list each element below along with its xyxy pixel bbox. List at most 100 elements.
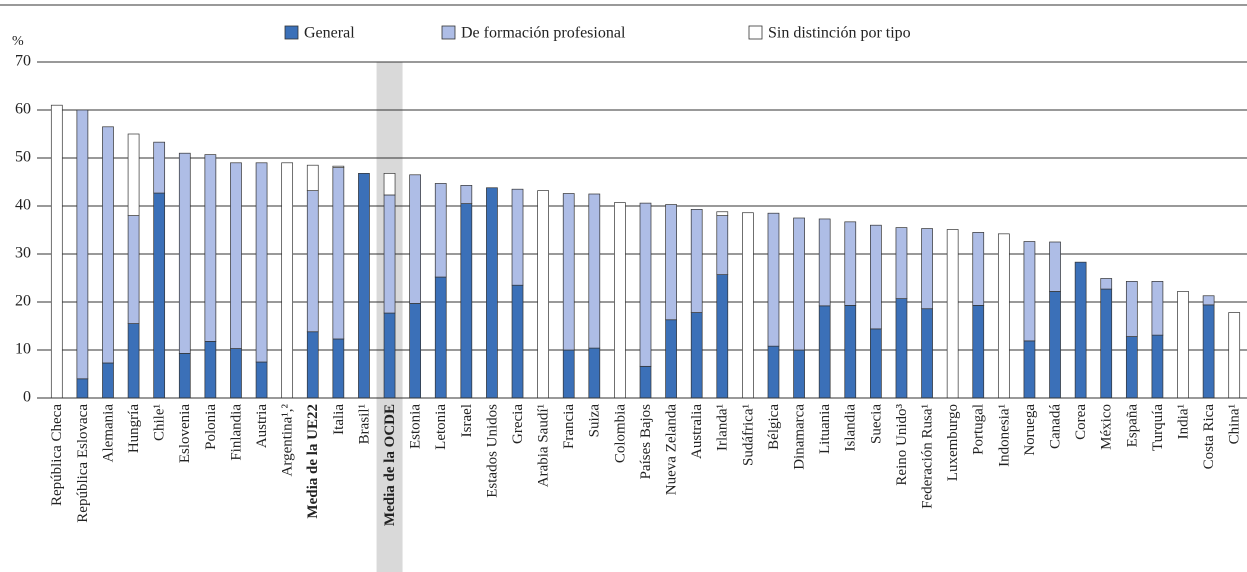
- x-tick-label: Costa Rica: [1201, 404, 1217, 470]
- bar-segment: [742, 212, 754, 399]
- bar-segment: [690, 312, 703, 399]
- bar-segment: [793, 349, 805, 399]
- bar-segment: [870, 224, 882, 330]
- bar-segment: [921, 228, 933, 310]
- bar-segment: [639, 202, 652, 367]
- x-tick-label: Indonesia¹: [996, 404, 1012, 467]
- bar-segment: [204, 154, 217, 342]
- y-tick-label: 40: [15, 197, 31, 214]
- bar-segment: [1023, 241, 1036, 342]
- bar-segment: [127, 133, 140, 216]
- x-tick-label: Italia: [331, 404, 347, 435]
- bar-segment: [716, 215, 729, 275]
- bar-segment: [1151, 281, 1164, 336]
- x-tick-label: Finlandia: [228, 404, 244, 461]
- bar-segment: [972, 305, 985, 399]
- x-tick-label: Brasil¹: [356, 404, 372, 444]
- x-tick-label: Eslovenia: [177, 404, 193, 463]
- x-tick-label: Dinamarca: [792, 404, 808, 470]
- x-tick-label: India¹: [1175, 404, 1191, 439]
- bar-segment: [255, 162, 268, 363]
- x-tick-label: Lituania: [817, 404, 833, 454]
- bar-segment: [690, 209, 703, 313]
- x-tick-label: Chile¹: [152, 404, 168, 441]
- bar-segment: [281, 162, 294, 399]
- bar-segment: [230, 162, 242, 349]
- bar-segment: [127, 215, 140, 324]
- bar-segment: [434, 276, 447, 399]
- bar-segment: [537, 190, 549, 399]
- bar-segment: [1125, 336, 1138, 399]
- legend-label: General: [304, 25, 355, 42]
- bar-segment: [1202, 295, 1215, 306]
- x-tick-label: Grecia: [510, 404, 526, 444]
- y-tick-label: 10: [15, 341, 31, 358]
- bar-segment: [665, 204, 677, 321]
- x-tick-label: Islandia: [843, 404, 859, 452]
- x-tick-label: Arabia Saudí¹: [536, 404, 552, 487]
- x-tick-label: Irlanda¹: [715, 404, 731, 451]
- bar-segment: [383, 173, 396, 196]
- bar-segment: [895, 298, 908, 399]
- bar-segment: [997, 233, 1010, 399]
- bar-segment: [1177, 291, 1189, 399]
- bar-segment: [767, 345, 780, 399]
- y-tick-label: 70: [15, 53, 31, 70]
- x-tick-label: Australia: [689, 404, 705, 459]
- bar-segment: [1049, 291, 1061, 399]
- bar-segment: [230, 348, 242, 399]
- bar-segment: [153, 141, 166, 194]
- y-tick-label: 30: [15, 245, 31, 262]
- bar-segment: [50, 104, 63, 399]
- x-tick-label: Letonia: [433, 404, 449, 450]
- x-tick-label: Media de la OCDE: [382, 404, 398, 526]
- bar-segment: [204, 341, 217, 399]
- bar-segment: [153, 192, 166, 399]
- bar-segment: [767, 212, 780, 347]
- y-tick-label: 60: [15, 101, 31, 118]
- x-tick-label: República Eslovaca: [75, 404, 91, 523]
- x-tick-label: Colombia: [612, 404, 628, 464]
- bar-segment: [818, 305, 831, 399]
- x-tick-label: Federación Rusa¹: [919, 404, 935, 509]
- bar-segment: [511, 284, 524, 399]
- x-tick-label: Turquía: [1150, 404, 1166, 451]
- x-tick-label: Nueva Zelanda: [664, 404, 680, 496]
- bar-segment: [358, 173, 370, 399]
- bar-segment: [511, 188, 524, 286]
- x-tick-label: Noruega: [1022, 404, 1038, 456]
- legend-swatch: [441, 25, 456, 40]
- bar-segment: [1074, 261, 1087, 399]
- x-tick-label: Luxemburgo: [945, 404, 961, 481]
- x-tick-label: Estonia: [408, 404, 424, 449]
- bar-segment: [588, 193, 601, 349]
- bar-segment: [562, 193, 575, 351]
- bar-segment: [306, 331, 319, 399]
- x-tick-label: Francia: [561, 404, 577, 449]
- bar-segment: [409, 303, 421, 399]
- bar-segment: [588, 347, 601, 399]
- bar-segment: [870, 328, 882, 399]
- legend-label: Sin distinción por tipo: [768, 25, 911, 42]
- x-tick-label: Argentina¹,²: [280, 403, 296, 476]
- bar-segment: [844, 221, 857, 306]
- y-tick-label: 50: [15, 149, 31, 166]
- bar-segment: [1049, 241, 1061, 292]
- x-tick-label: China¹: [1227, 404, 1243, 444]
- y-tick-label: 20: [15, 293, 31, 310]
- bar-segment: [306, 190, 319, 333]
- bar-segment: [1202, 304, 1215, 399]
- bar-segment: [716, 211, 729, 216]
- bar-segment: [460, 203, 473, 399]
- x-tick-label: México: [1099, 404, 1115, 450]
- bar-segment: [383, 194, 396, 314]
- bar-segment: [383, 312, 396, 399]
- bar-segment: [1100, 278, 1113, 290]
- bar-segment: [844, 305, 857, 399]
- bar-segment: [614, 202, 626, 399]
- bar-segment: [1151, 334, 1164, 399]
- bar-segment: [178, 152, 191, 354]
- x-tick-label: Portugal: [971, 404, 987, 455]
- bar-segment: [793, 217, 805, 351]
- x-tick-label: Suecia: [868, 404, 884, 444]
